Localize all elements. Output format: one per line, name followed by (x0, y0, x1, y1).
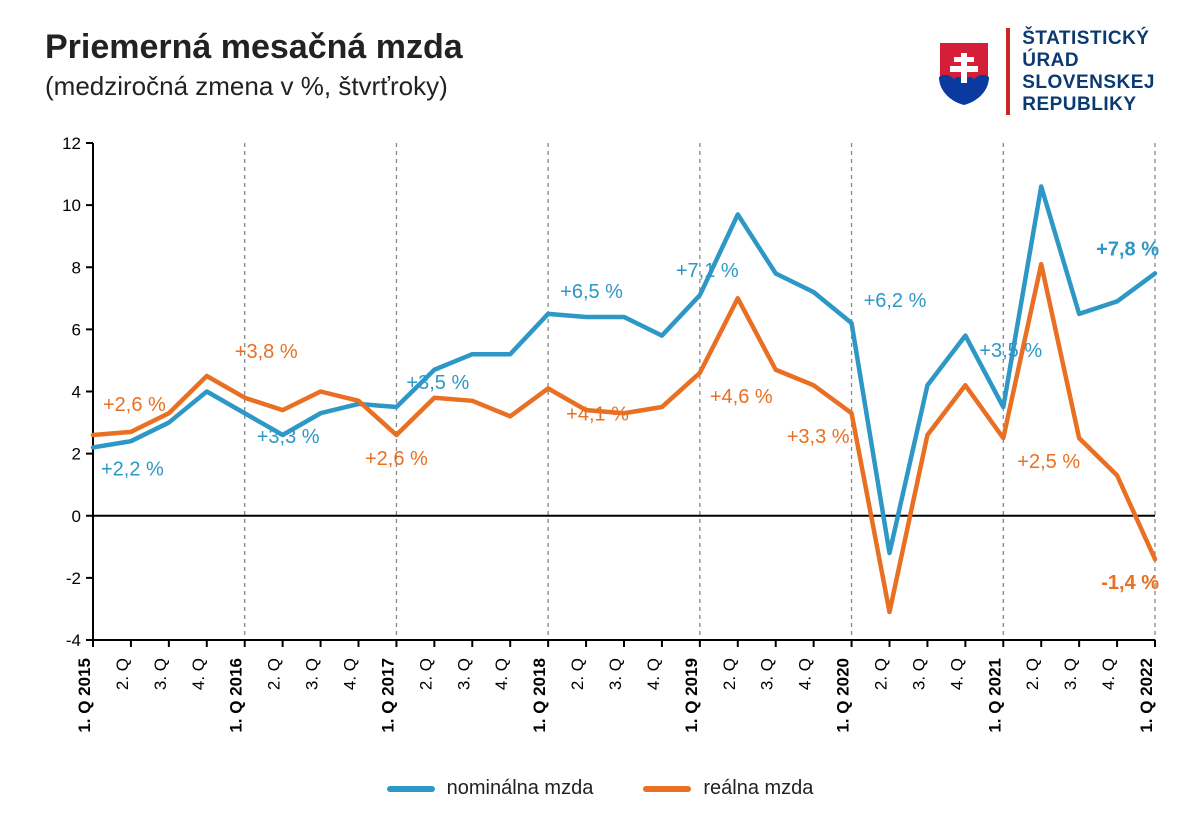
svg-text:2. Q: 2. Q (265, 658, 284, 690)
svg-text:2. Q: 2. Q (568, 658, 587, 690)
svg-text:0: 0 (72, 507, 81, 526)
svg-text:2. Q: 2. Q (113, 658, 132, 690)
legend-label: nominálna mzda (447, 777, 594, 800)
svg-text:4. Q: 4. Q (796, 658, 815, 690)
header: Priemerná mesačná mzda (medziročná zmena… (45, 28, 1155, 115)
svg-text:1. Q 2019: 1. Q 2019 (682, 658, 701, 733)
svg-text:+3,5 %: +3,5 % (406, 372, 469, 394)
svg-text:3. Q: 3. Q (454, 658, 473, 690)
svg-text:1. Q 2017: 1. Q 2017 (378, 658, 397, 733)
svg-text:3. Q: 3. Q (909, 658, 928, 690)
svg-text:+3,5 %: +3,5 % (979, 340, 1042, 362)
line-chart: -4 -2 0 2 4 6 8 10 12 1. Q 2015 2. Q 3. Q 4. Q 1. Q 2… (45, 135, 1165, 748)
svg-text:3. Q: 3. Q (303, 658, 322, 690)
svg-text:-4: -4 (66, 631, 81, 650)
svg-text:1. Q 2015: 1. Q 2015 (75, 658, 94, 733)
agency-logo: ŠTATISTICKÝ ÚRAD SLOVENSKEJ REPUBLIKY (934, 28, 1155, 115)
legend-item: nominálna mzda (387, 777, 594, 800)
agency-name-line: ŠTATISTICKÝ (1022, 28, 1155, 50)
svg-text:8: 8 (72, 258, 81, 277)
svg-text:1. Q 2021: 1. Q 2021 (985, 658, 1004, 733)
agency-name-line: ÚRAD (1022, 50, 1155, 72)
svg-text:3. Q: 3. Q (758, 658, 777, 690)
page-subtitle: (medziročná zmena v %, štvrťroky) (45, 71, 463, 102)
agency-name: ŠTATISTICKÝ ÚRAD SLOVENSKEJ REPUBLIKY (1006, 28, 1155, 115)
page-title: Priemerná mesačná mzda (45, 28, 463, 67)
svg-text:+2,6 %: +2,6 % (365, 448, 428, 470)
svg-text:+3,3 %: +3,3 % (257, 426, 320, 448)
chart-svg: -4 -2 0 2 4 6 8 10 12 1. Q 2015 2. Q 3. Q 4. Q 1. Q 2… (45, 135, 1165, 748)
svg-text:4. Q: 4. Q (189, 658, 208, 690)
svg-text:2: 2 (72, 445, 81, 464)
svg-text:1. Q 2020: 1. Q 2020 (834, 658, 853, 733)
slovakia-crest-icon (934, 37, 994, 107)
legend-item: reálna mzda (643, 777, 813, 800)
svg-text:+6,5 %: +6,5 % (560, 281, 623, 303)
svg-text:2. Q: 2. Q (720, 658, 739, 690)
svg-text:+2,2 %: +2,2 % (101, 458, 164, 480)
svg-text:+7,8 %: +7,8 % (1096, 238, 1159, 260)
svg-text:1. Q 2016: 1. Q 2016 (227, 658, 246, 733)
legend-label: reálna mzda (703, 777, 813, 800)
agency-name-line: REPUBLIKY (1022, 94, 1155, 116)
svg-text:+4,1 %: +4,1 % (566, 403, 629, 425)
svg-text:6: 6 (72, 320, 81, 339)
legend-swatch (643, 786, 691, 792)
svg-text:+2,6 %: +2,6 % (103, 394, 166, 416)
svg-text:3. Q: 3. Q (151, 658, 170, 690)
svg-text:4. Q: 4. Q (947, 658, 966, 690)
svg-text:10: 10 (62, 196, 81, 215)
svg-text:3. Q: 3. Q (1061, 658, 1080, 690)
svg-text:-2: -2 (66, 569, 81, 588)
svg-text:4. Q: 4. Q (644, 658, 663, 690)
svg-text:1. Q 2022: 1. Q 2022 (1137, 658, 1156, 733)
svg-text:2. Q: 2. Q (1023, 658, 1042, 690)
svg-text:4. Q: 4. Q (1099, 658, 1118, 690)
svg-text:4. Q: 4. Q (492, 658, 511, 690)
svg-text:2. Q: 2. Q (872, 658, 891, 690)
svg-text:+3,8 %: +3,8 % (235, 341, 298, 363)
legend: nominálna mzda reálna mzda (0, 777, 1200, 800)
svg-text:2. Q: 2. Q (416, 658, 435, 690)
svg-text:+4,6 %: +4,6 % (710, 386, 773, 408)
svg-text:3. Q: 3. Q (606, 658, 625, 690)
svg-text:12: 12 (62, 135, 81, 153)
svg-text:+7,1 %: +7,1 % (676, 260, 739, 282)
svg-text:+2,5 %: +2,5 % (1017, 451, 1080, 473)
svg-text:4. Q: 4. Q (341, 658, 360, 690)
title-block: Priemerná mesačná mzda (medziročná zmena… (45, 28, 463, 102)
svg-text:+3,3 %: +3,3 % (787, 426, 850, 448)
svg-text:1. Q 2018: 1. Q 2018 (530, 658, 549, 733)
svg-text:4: 4 (72, 383, 81, 402)
svg-text:+6,2 %: +6,2 % (864, 290, 927, 312)
agency-name-line: SLOVENSKEJ (1022, 72, 1155, 94)
svg-text:-1,4 %: -1,4 % (1101, 572, 1159, 594)
legend-swatch (387, 786, 435, 792)
